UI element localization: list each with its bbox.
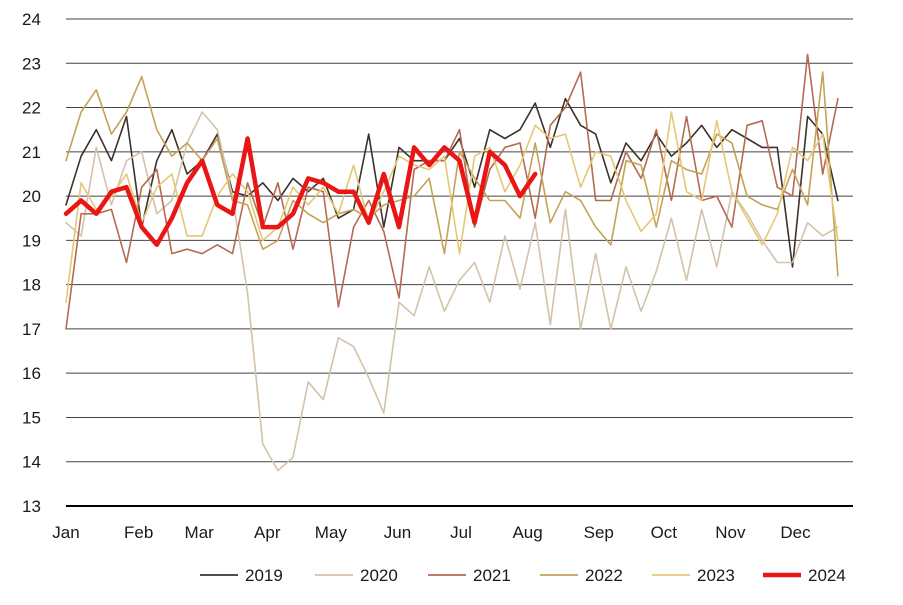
x-tick-label-apr: Apr	[254, 523, 281, 542]
y-tick-label: 24	[22, 10, 41, 29]
y-tick-label: 13	[22, 497, 41, 516]
x-tick-label-may: May	[315, 523, 348, 542]
x-axis-ticks: Jan Feb Mar Apr May Jun Jul Aug Sep Oct Nov Dec	[52, 523, 811, 542]
y-axis-ticks: 13 14 15 16 17 18 19 20 21 22 23 24	[22, 10, 41, 516]
y-tick-label: 17	[22, 320, 41, 339]
y-tick-label: 22	[22, 99, 41, 118]
series-line-2024	[63, 136, 538, 248]
x-tick-label-oct: Oct	[651, 523, 678, 542]
x-tick-label-sep: Sep	[584, 523, 614, 542]
x-tick-label-mar: Mar	[185, 523, 215, 542]
y-tick-label: 23	[22, 54, 41, 73]
legend-label-2019: 2019	[245, 566, 283, 585]
y-tick-label: 16	[22, 364, 41, 383]
series-line-2022	[65, 71, 839, 277]
x-tick-label-jun: Jun	[384, 523, 411, 542]
y-tick-label: 21	[22, 143, 41, 162]
y-tick-label: 14	[22, 453, 41, 472]
series-line-2019	[65, 97, 839, 268]
series-line-2021	[65, 53, 839, 330]
y-tick-label: 18	[22, 276, 41, 295]
x-tick-label-feb: Feb	[124, 523, 153, 542]
legend: 2019 2020 2021 2022 2023 2024	[200, 566, 846, 585]
legend-label-2022: 2022	[585, 566, 623, 585]
legend-label-2023: 2023	[697, 566, 735, 585]
x-tick-label-nov: Nov	[715, 523, 746, 542]
y-tick-label: 20	[22, 187, 41, 206]
y-tick-label: 15	[22, 408, 41, 427]
legend-label-2024: 2024	[808, 566, 846, 585]
legend-label-2020: 2020	[360, 566, 398, 585]
series-line-2023	[65, 111, 839, 304]
legend-label-2021: 2021	[473, 566, 511, 585]
x-tick-label-jan: Jan	[52, 523, 79, 542]
series-lines	[63, 53, 839, 472]
y-tick-label: 19	[22, 231, 41, 250]
gridlines	[66, 18, 853, 507]
x-tick-label-jul: Jul	[450, 523, 472, 542]
x-tick-label-aug: Aug	[512, 523, 542, 542]
series-line-2020	[65, 111, 839, 472]
x-tick-label-dec: Dec	[780, 523, 811, 542]
